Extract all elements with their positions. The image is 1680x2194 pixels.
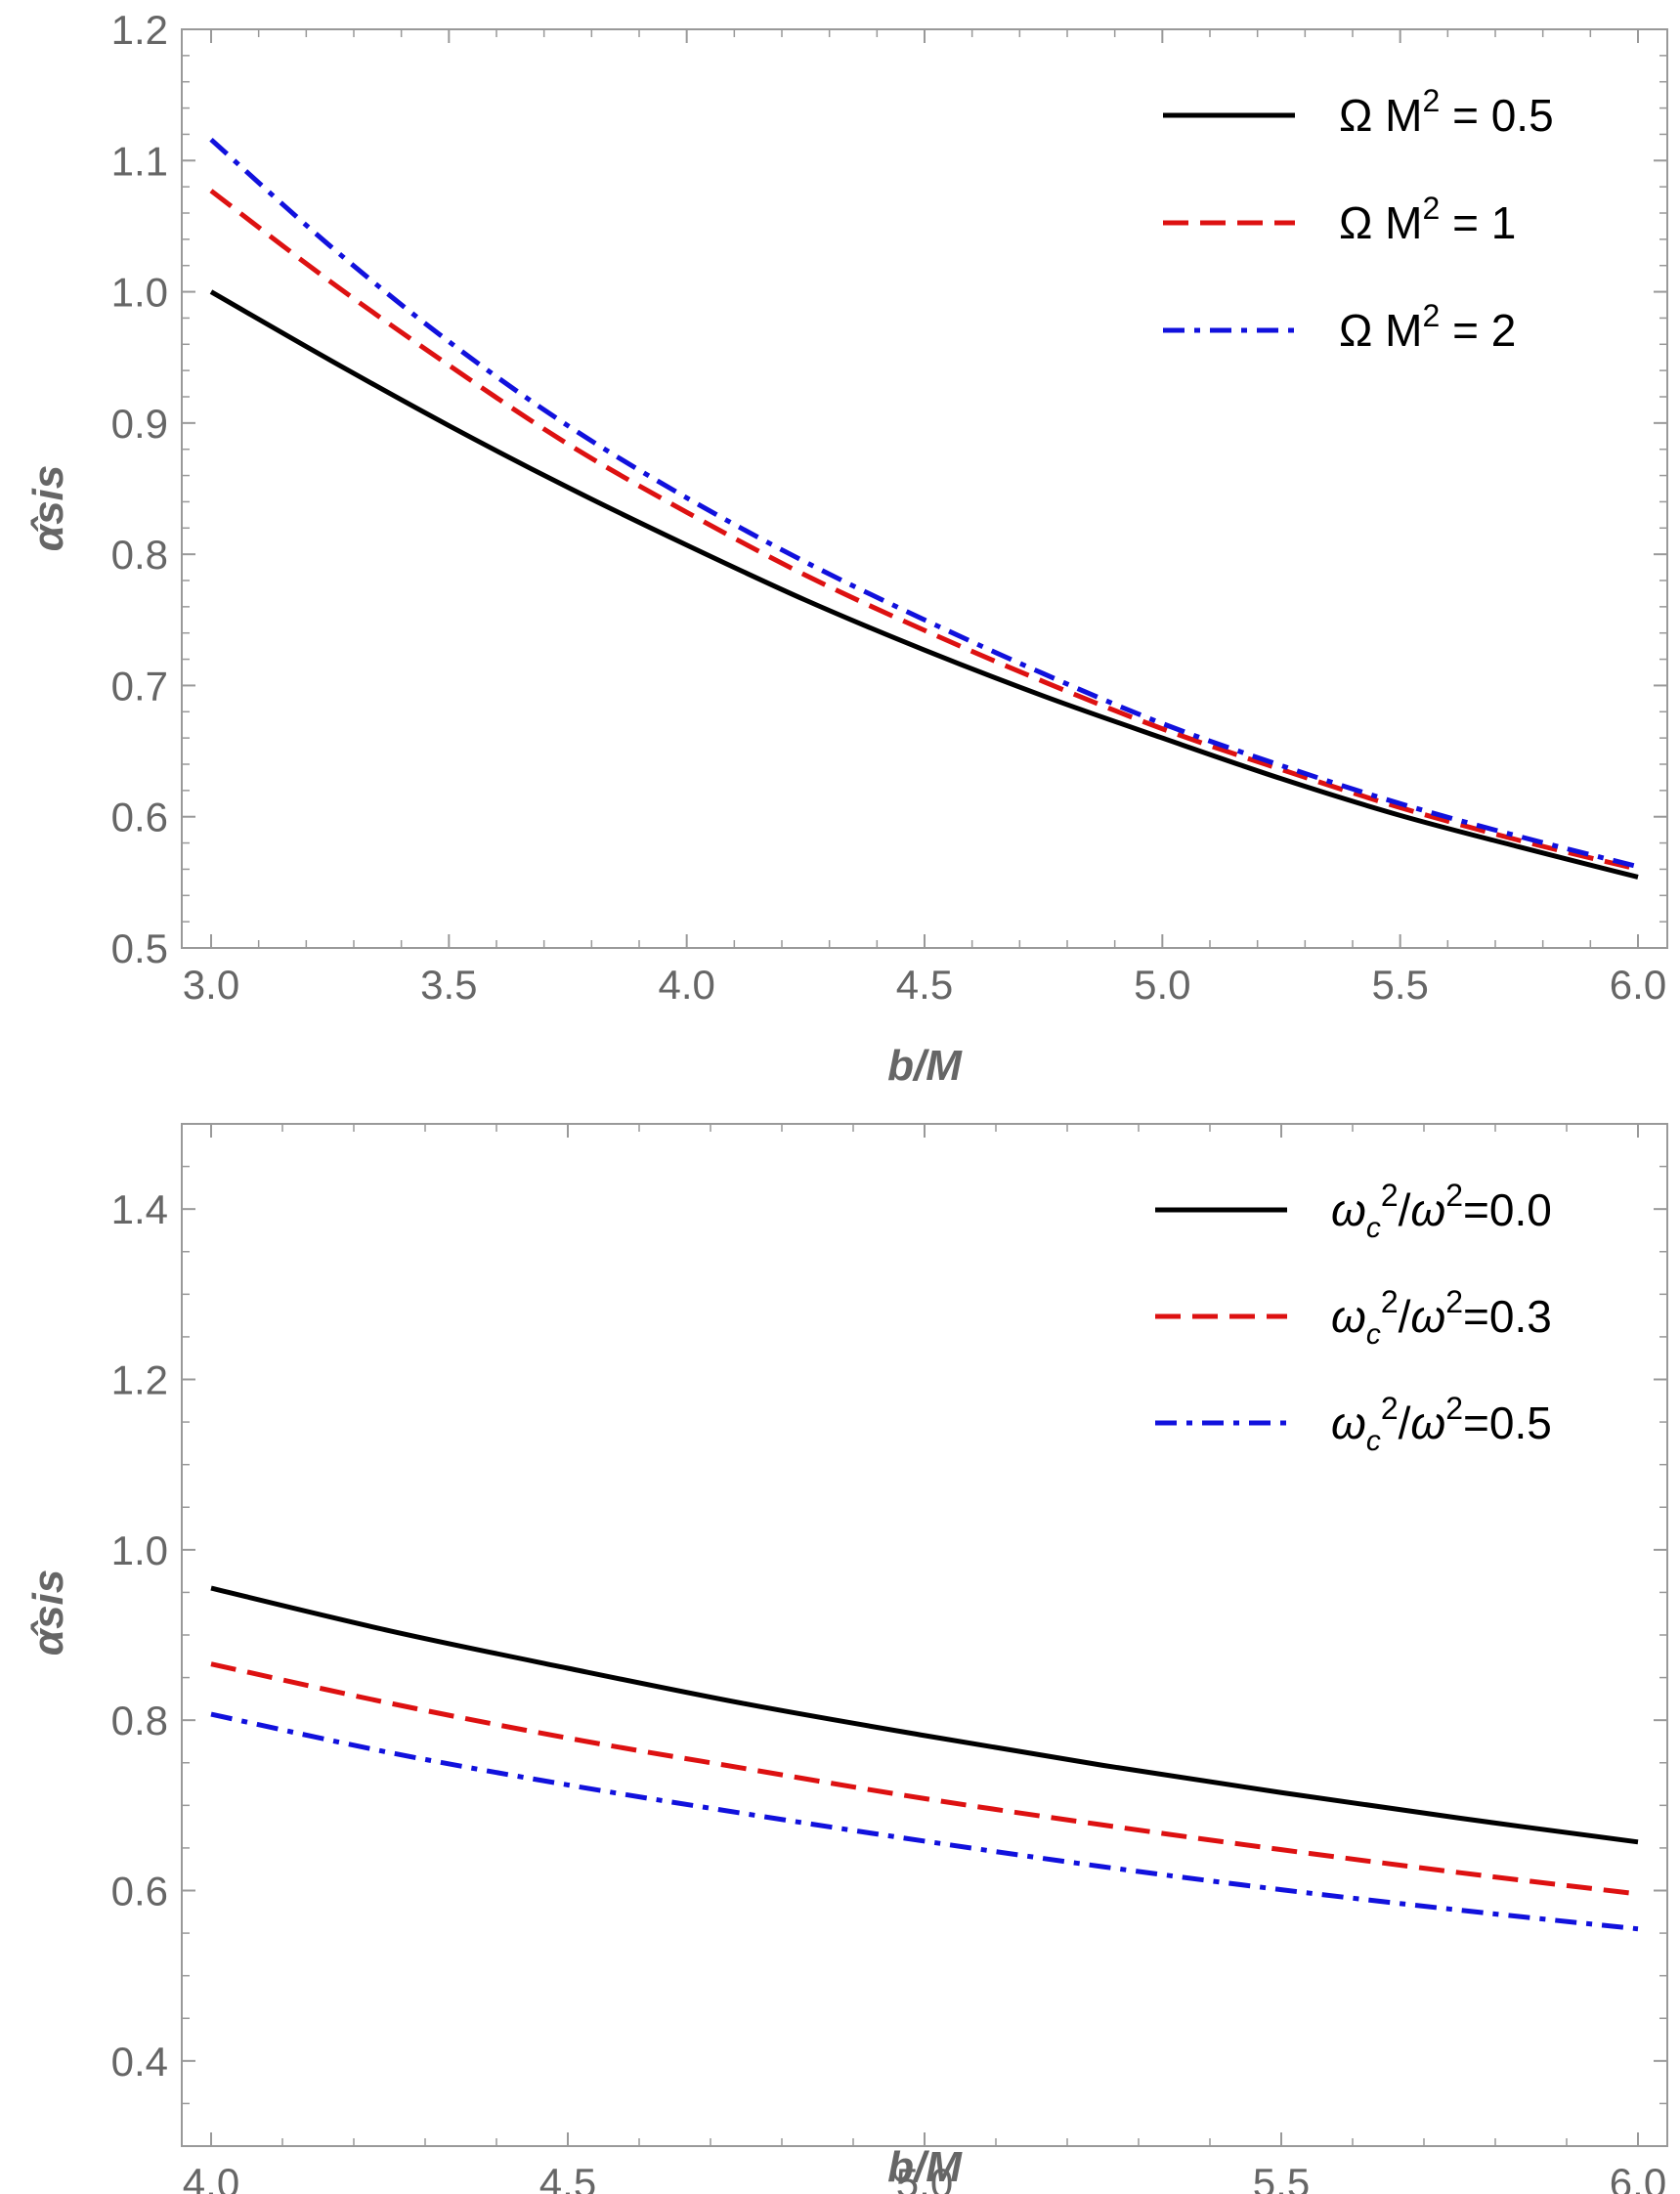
legend-value: =0.5 xyxy=(1463,1398,1552,1448)
top-chart: 3.0 3.5 4.0 4.5 5.0 5.5 6.0 0.5 0.6 0.7 0.8 0.9 1.0 1… xyxy=(24,7,1668,1090)
top-chart-series-0-line xyxy=(209,289,1639,880)
bottom-chart-ytick-label: 0.8 xyxy=(111,1698,168,1743)
legend-suffix: = 2 xyxy=(1440,305,1516,356)
bottom-chart-xlabel: b/M xyxy=(887,2143,963,2191)
legend-sub-c: c xyxy=(1366,1212,1381,1244)
legend-sup: 2 xyxy=(1423,83,1441,118)
top-chart-legend-label-2: Ω M2 = 2 xyxy=(1339,298,1516,356)
bottom-chart-series-2-line xyxy=(210,1711,1639,1932)
legend-sup-2: 2 xyxy=(1381,1391,1399,1426)
legend-sup: 2 xyxy=(1423,298,1441,333)
bottom-chart-legend-label-2: ωc2/ω2=0.5 xyxy=(1331,1391,1552,1457)
top-chart-series-1-line xyxy=(209,189,1639,872)
top-chart-xtick-label: 5.5 xyxy=(1371,962,1428,1008)
bottom-chart-ylabel: α̂sis xyxy=(24,1570,72,1656)
bottom-chart-xtick-label: 5.0 xyxy=(896,2160,953,2194)
legend-suffix: = 0.5 xyxy=(1440,90,1553,141)
bottom-chart-xtick-label: 4.5 xyxy=(539,2160,596,2194)
legend-sub-c: c xyxy=(1366,1425,1381,1457)
top-chart-legend-label-1: Ω M2 = 1 xyxy=(1339,191,1516,248)
top-chart-ytick-label: 0.9 xyxy=(111,401,168,447)
legend-prefix: Ω M xyxy=(1339,305,1423,356)
top-chart-xtick-label: 4.5 xyxy=(896,962,953,1008)
bottom-chart-xtick-label: 6.0 xyxy=(1610,2160,1666,2194)
top-chart-series-2-line xyxy=(209,137,1639,870)
bottom-chart-series-0-line xyxy=(210,1585,1639,1845)
top-chart-ylabel: α̂sis xyxy=(24,465,72,551)
legend-omega-c: ω xyxy=(1331,1184,1366,1235)
bottom-chart-xtick-label: 5.5 xyxy=(1253,2160,1310,2194)
top-chart-legend-label-0: Ω M2 = 0.5 xyxy=(1339,83,1554,141)
bottom-chart-ytick-label: 1.4 xyxy=(111,1186,168,1232)
legend-sup-2b: 2 xyxy=(1445,1391,1463,1426)
legend-slash: / xyxy=(1399,1291,1411,1342)
bottom-chart-ytick-label: 1.2 xyxy=(111,1357,168,1403)
top-chart-ytick-label: 1.0 xyxy=(111,270,168,316)
bottom-chart-ytick-label: 1.0 xyxy=(111,1527,168,1573)
bottom-chart-ytick-label: 0.6 xyxy=(111,1869,168,1914)
legend-sup-2: 2 xyxy=(1381,1178,1399,1213)
top-chart-ytick-label: 0.5 xyxy=(111,925,168,971)
legend-omega: ω xyxy=(1410,1184,1445,1235)
legend-sub-c: c xyxy=(1366,1318,1381,1351)
top-chart-ytick-label: 0.6 xyxy=(111,795,168,840)
bottom-chart-ytick-label: 0.4 xyxy=(111,2039,168,2085)
bottom-chart-legend-label-0: ωc2/ω2=0.0 xyxy=(1331,1178,1552,1244)
legend-sup: 2 xyxy=(1423,191,1441,226)
legend-value: =0.0 xyxy=(1463,1184,1552,1235)
top-chart-ytick-label: 1.2 xyxy=(111,7,168,53)
top-chart-ytick-label: 0.7 xyxy=(111,663,168,709)
top-chart-xtick-label: 6.0 xyxy=(1610,962,1666,1008)
legend-prefix: Ω M xyxy=(1339,90,1423,141)
legend-omega: ω xyxy=(1410,1398,1445,1448)
legend-sup-2: 2 xyxy=(1381,1284,1399,1319)
legend-sup-2b: 2 xyxy=(1445,1284,1463,1319)
legend-omega: ω xyxy=(1410,1291,1445,1342)
top-chart-ytick-label: 1.1 xyxy=(111,138,168,184)
bottom-chart-series-1-line xyxy=(210,1661,1639,1897)
legend-omega-c: ω xyxy=(1331,1398,1366,1448)
legend-slash: / xyxy=(1399,1184,1411,1235)
top-chart-xlabel: b/M xyxy=(887,1042,963,1090)
top-chart-xtick-label: 5.0 xyxy=(1134,962,1190,1008)
top-chart-xtick-label: 3.5 xyxy=(420,962,477,1008)
legend-slash: / xyxy=(1399,1398,1411,1448)
legend-omega-c: ω xyxy=(1331,1291,1366,1342)
legend-value: =0.3 xyxy=(1463,1291,1552,1342)
legend-sup-2b: 2 xyxy=(1445,1178,1463,1213)
top-chart-frame xyxy=(181,28,1668,949)
legend-suffix: = 1 xyxy=(1440,197,1516,248)
bottom-chart-legend-label-1: ωc2/ω2=0.3 xyxy=(1331,1284,1552,1351)
top-chart-ytick-label: 0.8 xyxy=(111,532,168,578)
legend-prefix: Ω M xyxy=(1339,197,1423,248)
bottom-chart-xtick-label: 4.0 xyxy=(183,2160,239,2194)
bottom-chart: 4.0 4.5 5.0 5.5 6.0 0.4 0.6 0.8 1.0 1.2 1.4 b/M α̂si… xyxy=(24,1123,1668,2194)
top-chart-xtick-label: 4.0 xyxy=(658,962,714,1008)
top-chart-xtick-label: 3.0 xyxy=(183,962,239,1008)
